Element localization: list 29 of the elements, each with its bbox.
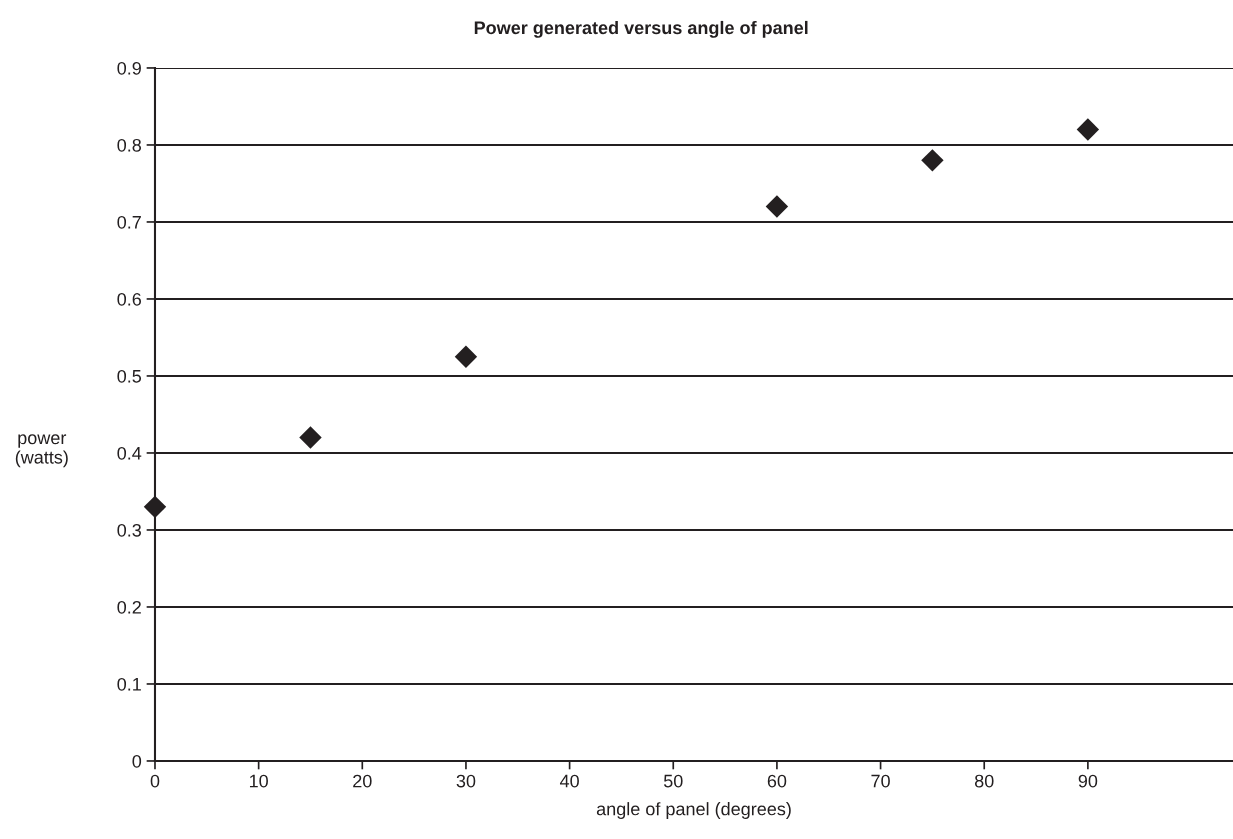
x-tick-label: 60 bbox=[767, 774, 787, 788]
y-tick-label: 0.2 bbox=[117, 600, 141, 614]
point bbox=[454, 345, 478, 368]
point bbox=[1076, 118, 1100, 141]
y-tick-label: 0.9 bbox=[117, 61, 141, 75]
y-tick-label: 0.4 bbox=[117, 446, 142, 460]
x-tick-label: 90 bbox=[1078, 774, 1098, 788]
y-tick-label: 0.3 bbox=[117, 523, 141, 537]
x-tick-label: 50 bbox=[663, 774, 683, 788]
point bbox=[143, 495, 167, 519]
chart-title: Power generated versus angle of panel bbox=[474, 20, 808, 38]
x-tick-label: 30 bbox=[456, 774, 476, 788]
y-axis-title: power (watts) bbox=[15, 434, 68, 468]
y-tick-label: 0.1 bbox=[117, 677, 141, 691]
x-axis-title: angle of panel (degrees) bbox=[596, 802, 791, 819]
x-tick-label: 10 bbox=[249, 774, 268, 788]
y-tick-label: 0.7 bbox=[117, 215, 141, 229]
y-tick-label: 0.6 bbox=[117, 292, 141, 306]
x-tick-label: 20 bbox=[353, 774, 372, 788]
y-tick-label: 0 bbox=[132, 754, 142, 768]
point bbox=[765, 195, 789, 218]
x-tick-label: 40 bbox=[559, 774, 579, 788]
x-tick-label: 0 bbox=[150, 774, 160, 788]
y-tick-label: 0.5 bbox=[117, 369, 142, 383]
x-tick-label: 80 bbox=[974, 774, 994, 788]
x-tick-label: 70 bbox=[871, 774, 890, 788]
point bbox=[921, 149, 944, 172]
y-tick-label: 0.8 bbox=[117, 138, 142, 152]
point bbox=[299, 426, 322, 449]
